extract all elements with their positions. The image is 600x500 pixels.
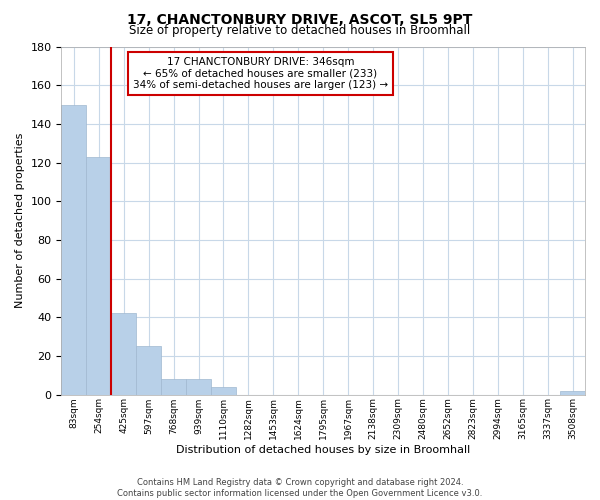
Bar (186, 379, 211, 394)
Text: Contains HM Land Registry data © Crown copyright and database right 2024.
Contai: Contains HM Land Registry data © Crown c… (118, 478, 482, 498)
Text: Size of property relative to detached houses in Broomhall: Size of property relative to detached ho… (130, 24, 470, 37)
Y-axis label: Number of detached properties: Number of detached properties (15, 133, 25, 308)
Bar (560, 390, 585, 394)
Bar (211, 387, 236, 394)
Text: 17 CHANCTONBURY DRIVE: 346sqm
← 65% of detached houses are smaller (233)
34% of : 17 CHANCTONBURY DRIVE: 346sqm ← 65% of d… (133, 57, 388, 90)
Bar (86, 156, 111, 394)
Bar (136, 346, 161, 395)
Bar (61, 104, 86, 395)
Bar (161, 379, 186, 394)
Bar (111, 314, 136, 394)
X-axis label: Distribution of detached houses by size in Broomhall: Distribution of detached houses by size … (176, 445, 470, 455)
Text: 17, CHANCTONBURY DRIVE, ASCOT, SL5 9PT: 17, CHANCTONBURY DRIVE, ASCOT, SL5 9PT (127, 12, 473, 26)
